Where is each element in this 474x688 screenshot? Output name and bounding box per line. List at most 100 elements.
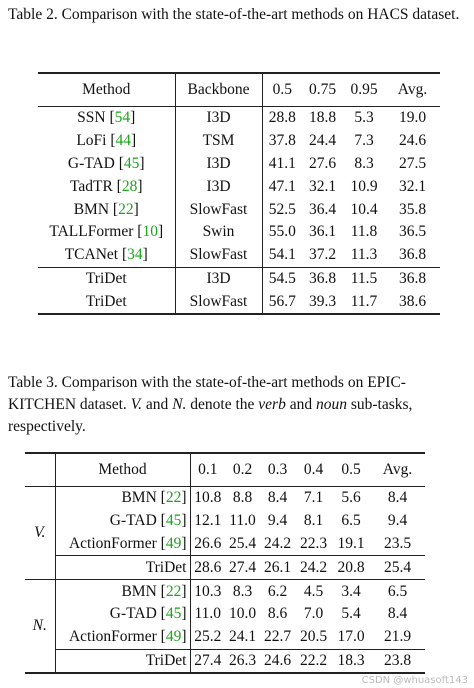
header-cell: Method: [38, 73, 176, 107]
method-name: ActionFormer: [68, 628, 157, 646]
backbone-cell: I3D: [175, 175, 263, 199]
value-cell: 20.5: [299, 628, 328, 646]
citation: [22]: [160, 582, 187, 600]
value-cell: 24.2: [263, 534, 292, 552]
value-cell: 12.1: [194, 512, 222, 530]
caption-text: N.: [172, 396, 187, 413]
value-cell: 26.6: [194, 534, 222, 552]
header-cell: 0.75: [308, 81, 337, 98]
group-label: N.: [25, 579, 56, 674]
method-name: G-TAD: [109, 512, 157, 530]
value-cell: 55.0: [268, 223, 296, 241]
citation: [22]: [112, 200, 139, 218]
header-cell: Avg.: [397, 81, 428, 98]
row: TadTR [28] I3D 47.1 32.1 10.9 32.1: [38, 175, 440, 199]
value-cell: 24.6: [263, 651, 292, 669]
value-cell: 6.5: [387, 582, 408, 600]
method-name: BMN: [121, 582, 157, 600]
citation: [45]: [160, 605, 187, 623]
value-cell: 38.6: [398, 292, 427, 310]
header-cell: 0.2: [232, 461, 253, 478]
value-cell: 8.3: [232, 582, 253, 600]
value-cell: 24.1: [228, 628, 257, 646]
caption-text: noun: [315, 396, 347, 413]
value-cell: 21.9: [383, 628, 412, 646]
value-cell: 8.6: [267, 605, 288, 623]
method-name: BMN: [73, 200, 110, 218]
method-name: TriDet: [145, 558, 187, 576]
value-cell: 5.4: [341, 605, 361, 623]
method-cell: ActionFormer [49]: [55, 625, 191, 650]
method-cell: LoFi [44]: [38, 129, 176, 153]
method-name: G-TAD: [67, 154, 115, 172]
row: ActionFormer [49] 25.2 24.1 22.7 20.5 17.0 21.…: [25, 625, 425, 650]
citation: [10]: [137, 223, 164, 241]
value-cell: 8.3: [354, 154, 374, 172]
method-name: SSN: [77, 109, 106, 127]
citation: [34]: [121, 246, 148, 264]
value-cell: 9.4: [267, 512, 288, 530]
method-cell: BMN [22]: [55, 486, 191, 510]
method-name: TadTR: [69, 177, 113, 195]
citation: [45]: [160, 512, 187, 530]
citation: [28]: [116, 177, 143, 195]
value-cell: 27.4: [228, 558, 257, 576]
row: TriDet 27.4 26.3 24.6 22.2 18.3 23.8: [25, 649, 425, 674]
method-cell: BMN [22]: [38, 198, 176, 221]
value-cell: 10.0: [228, 605, 257, 623]
value-cell: 8.8: [232, 489, 253, 507]
value-cell: 41.1: [268, 154, 296, 172]
row: G-TAD [45] 11.0 10.0 8.6 7.0 5.4 8.4: [25, 602, 425, 626]
citation: [54]: [109, 109, 136, 127]
value-cell: 36.8: [398, 269, 427, 287]
value-cell: 8.1: [303, 512, 324, 530]
row: SSN [54] I3D 28.8 18.8 5.3 19.0: [38, 106, 440, 130]
backbone-cell: I3D: [175, 152, 263, 176]
value-cell: 36.8: [308, 269, 337, 287]
value-cell: 22.3: [299, 534, 328, 552]
value-cell: 11.3: [350, 246, 378, 264]
value-cell: 17.0: [337, 628, 365, 646]
method-cell: TriDet: [55, 555, 191, 580]
caption-text: V.: [130, 396, 143, 413]
backbone-cell: SlowFast: [175, 290, 263, 315]
value-cell: 19.1: [337, 534, 365, 552]
value-cell: 8.4: [267, 489, 288, 507]
header-cell: 0.3: [267, 461, 288, 478]
value-cell: 36.8: [398, 246, 427, 264]
value-cell: 25.2: [194, 628, 222, 646]
value-cell: 8.4: [387, 489, 408, 507]
method-name: BMN: [121, 489, 157, 507]
citation: [22]: [160, 489, 187, 507]
backbone-cell: I3D: [175, 106, 263, 130]
method-cell: BMN [22]: [55, 579, 191, 603]
value-cell: 4.5: [303, 582, 324, 600]
caption-text: and: [285, 396, 316, 413]
method-cell: TCANet [34]: [38, 243, 176, 268]
row: N. BMN [22] 10.3 8.3 6.2 4.5 3.4 6.5: [25, 579, 425, 674]
value-cell: 5.6: [341, 489, 361, 507]
method-cell: TriDet: [55, 649, 191, 674]
value-cell: 32.1: [398, 177, 427, 195]
method-name: TriDet: [85, 269, 127, 287]
value-cell: 27.4: [194, 651, 222, 669]
value-cell: 18.8: [308, 109, 337, 127]
value-cell: 6.5: [341, 512, 361, 530]
method-cell: G-TAD [45]: [55, 602, 191, 626]
method-cell: SSN [54]: [38, 106, 176, 130]
value-cell: 5.3: [354, 109, 374, 127]
value-cell: 37.8: [268, 132, 296, 150]
header-cell: Method: [55, 453, 191, 487]
header-cell: Avg.: [382, 461, 413, 478]
method-name: TALLFormer: [49, 223, 134, 241]
citation: [49]: [160, 628, 187, 646]
row: BMN [22] SlowFast 52.5 36.4 10.4 35.8: [38, 198, 440, 221]
row: G-TAD [45] 12.1 11.0 9.4 8.1 6.5 9.4: [25, 509, 425, 533]
value-cell: 54.1: [268, 246, 296, 264]
value-cell: 32.1: [308, 177, 337, 195]
value-cell: 11.7: [350, 292, 378, 310]
value-cell: 28.6: [194, 558, 222, 576]
method-name: TCANet: [64, 246, 119, 264]
value-cell: 22.2: [299, 651, 328, 669]
